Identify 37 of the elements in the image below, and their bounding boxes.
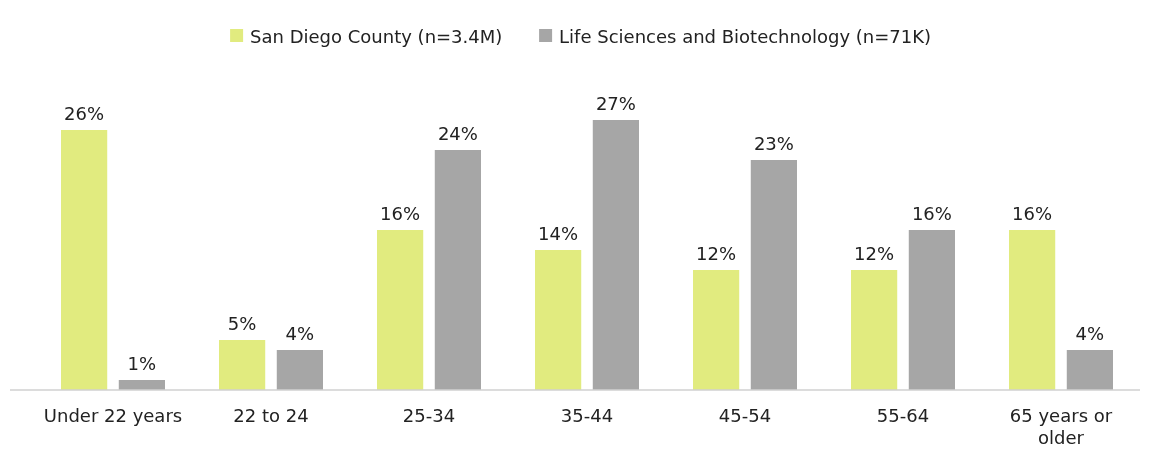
- x-tick-label: 22 to 24: [233, 405, 309, 426]
- bar: [908, 230, 955, 390]
- data-label: 14%: [538, 223, 579, 244]
- data-label: 24%: [437, 123, 478, 144]
- bar: [1009, 230, 1056, 390]
- data-label: 4%: [1075, 323, 1105, 344]
- x-tick-label: Under 22 years: [43, 405, 183, 426]
- data-label: 12%: [696, 243, 737, 264]
- bar: [276, 350, 323, 390]
- data-label: 12%: [854, 243, 895, 264]
- data-label: 1%: [127, 353, 157, 374]
- x-tick-label: 45-54: [718, 405, 772, 426]
- bar: [693, 270, 740, 390]
- bar: [219, 340, 266, 390]
- bar: [1066, 350, 1113, 390]
- bar: [434, 150, 481, 390]
- data-label: 26%: [64, 103, 105, 124]
- data-label: 27%: [595, 93, 636, 114]
- bar: [118, 380, 165, 390]
- x-tick-label: 55-64: [876, 405, 930, 426]
- legend-label: San Diego County (n=3.4M): [250, 26, 503, 47]
- data-label: 5%: [227, 313, 257, 334]
- bar: [61, 130, 108, 390]
- data-label: 16%: [380, 203, 421, 224]
- legend-label: Life Sciences and Biotechnology (n=71K): [559, 26, 932, 47]
- bar: [750, 160, 797, 390]
- x-tick-label: 25-34: [402, 405, 456, 426]
- x-tick-label: 65 years or older: [1009, 405, 1113, 448]
- bar: [851, 270, 898, 390]
- data-label: 4%: [285, 323, 315, 344]
- bar: [592, 120, 639, 390]
- x-tick-label: 35-44: [560, 405, 614, 426]
- data-label: 16%: [911, 203, 952, 224]
- bar: [377, 230, 424, 390]
- data-label: 16%: [1012, 203, 1053, 224]
- bar: [535, 250, 582, 390]
- data-label: 23%: [753, 133, 794, 154]
